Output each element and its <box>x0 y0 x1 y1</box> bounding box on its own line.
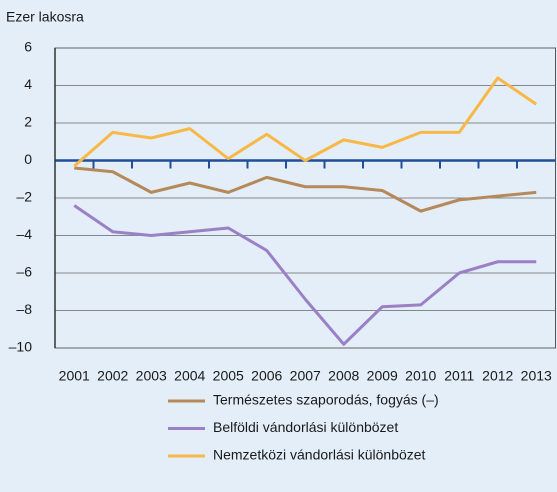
y-tick-label: –2 <box>16 189 32 205</box>
y-tick-label: –6 <box>16 264 32 280</box>
x-tick-label: 2011 <box>444 368 474 384</box>
y-tick-label: 0 <box>24 151 32 167</box>
legend-label: Természetes szaporodás, fogyás (–) <box>213 392 439 408</box>
x-tick-label: 2012 <box>482 368 513 384</box>
x-tick-label: 2010 <box>405 368 436 384</box>
x-tick-label: 2003 <box>136 368 167 384</box>
legend-label: Nemzetközi vándorlási különbözet <box>213 447 426 463</box>
y-tick-label: –4 <box>16 226 32 242</box>
x-tick-label: 2004 <box>174 368 205 384</box>
series-line <box>73 76 538 168</box>
legend-label: Belföldi vándorlási különbözet <box>213 419 398 435</box>
x-tick-label: 2007 <box>290 368 321 384</box>
x-tick-label: 2009 <box>367 368 398 384</box>
x-tick-label: 2001 <box>59 368 90 384</box>
x-tick-label: 2002 <box>97 368 128 384</box>
y-tick-label: 2 <box>24 114 32 130</box>
y-tick-label: –10 <box>9 339 33 355</box>
x-tick-label: 2006 <box>251 368 282 384</box>
y-tick-label: 6 <box>24 39 32 55</box>
y-tick-label: –8 <box>16 301 32 317</box>
x-tick-label: 2005 <box>213 368 244 384</box>
x-tick-label: 2013 <box>521 368 552 384</box>
series-line <box>74 166 537 213</box>
x-tick-label: 2008 <box>328 368 359 384</box>
y-tick-label: 4 <box>24 76 32 92</box>
y-axis-label: Ezer lakosra <box>6 9 84 25</box>
series-line <box>73 204 537 346</box>
